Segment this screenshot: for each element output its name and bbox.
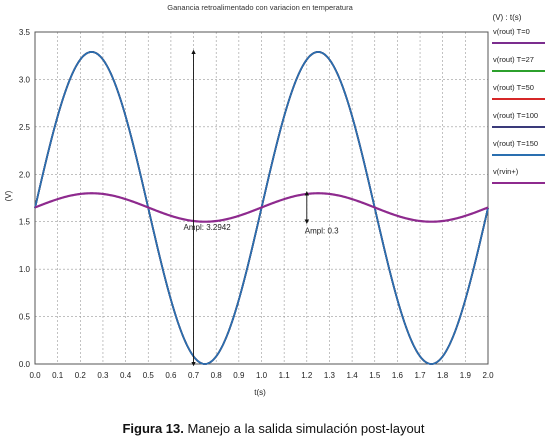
x-tick-label: 1.4 <box>347 371 359 380</box>
y-tick-label: 0.5 <box>19 313 31 322</box>
x-axis-label: t(s) <box>254 388 266 397</box>
annotation-label: Ampl: 0.3 <box>305 227 339 236</box>
y-tick-label: 2.5 <box>19 123 31 132</box>
x-tick-label: 1.2 <box>301 371 313 380</box>
chart-title: Ganancia retroalimentado con variacion e… <box>167 3 353 12</box>
y-tick-label: 2.0 <box>19 170 31 179</box>
y-axis-label: (V) <box>4 190 13 201</box>
legend: v(rout) T=0 v(rout) T=27 v(rout) T=50 v(rou… <box>492 27 545 184</box>
x-tick-label: 1.0 <box>256 371 268 380</box>
annotations: Ampl: 3.2942 Ampl: 0.3 <box>184 49 339 367</box>
axis-ticks: 0.0 0.1 0.2 0.3 0.4 0.5 0.6 0.7 0.8 0.9 1.0 1.1 1.2 1… <box>19 28 494 380</box>
y-tick-label: 1.5 <box>19 218 31 227</box>
y-tick-label: 3.5 <box>19 28 31 37</box>
x-tick-label: 0.2 <box>75 371 87 380</box>
x-tick-label: 0.6 <box>165 371 177 380</box>
caption-label: Figura 13. <box>122 421 184 436</box>
x-tick-label: 1.5 <box>369 371 381 380</box>
x-tick-label: 1.3 <box>324 371 336 380</box>
x-tick-label: 0.7 <box>188 371 200 380</box>
x-tick-label: 0.9 <box>233 371 245 380</box>
chart: Ganancia retroalimentado con variacion e… <box>4 3 545 397</box>
series-line <box>34 192 489 223</box>
x-tick-label: 0.4 <box>120 371 132 380</box>
x-tick-label: 0.3 <box>97 371 109 380</box>
legend-label: v(rvin+) <box>493 167 519 176</box>
legend-label: v(rout) T=150 <box>493 139 538 148</box>
series-lines <box>34 51 489 365</box>
legend-header: (V) : t(s) <box>493 13 522 22</box>
legend-label: v(rout) T=0 <box>493 27 530 36</box>
annotation-label: Ampl: 3.2942 <box>184 223 232 232</box>
x-tick-label: 0.1 <box>52 371 64 380</box>
figure-caption: Figura 13. Manejo a la salida simulación… <box>0 421 547 436</box>
x-tick-label: 1.8 <box>437 371 449 380</box>
y-tick-label: 1.0 <box>19 265 31 274</box>
x-tick-label: 0.5 <box>143 371 155 380</box>
legend-label: v(rout) T=50 <box>493 83 534 92</box>
x-tick-label: 1.1 <box>279 371 291 380</box>
y-tick-label: 0.0 <box>19 360 31 369</box>
y-tick-label: 3.0 <box>19 75 31 84</box>
plot-area <box>34 31 489 365</box>
x-tick-label: 0.8 <box>211 371 223 380</box>
legend-label: v(rout) T=27 <box>493 55 534 64</box>
x-tick-label: 2.0 <box>482 371 494 380</box>
grid <box>35 32 488 364</box>
x-tick-label: 1.6 <box>392 371 404 380</box>
caption-text: Manejo a la salida simulación post-layou… <box>183 421 425 436</box>
x-tick-label: 0.0 <box>29 371 41 380</box>
legend-label: v(rout) T=100 <box>493 111 538 120</box>
x-tick-label: 1.7 <box>414 371 426 380</box>
x-tick-label: 1.9 <box>460 371 472 380</box>
